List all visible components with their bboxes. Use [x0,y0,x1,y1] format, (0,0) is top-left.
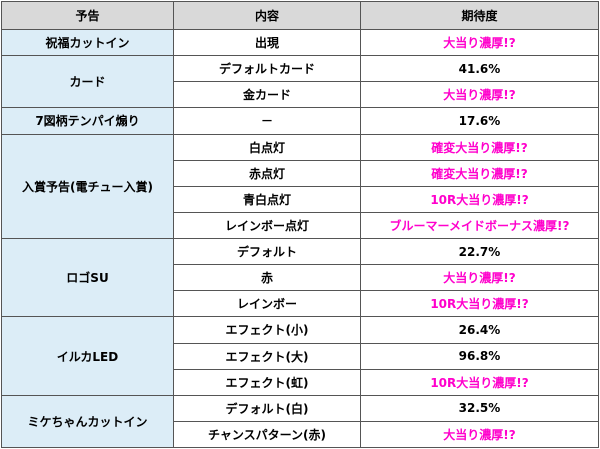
table-row: 赤大当り濃厚!? [2,264,599,292]
table-row: 入賞予告(電チュー入賞) 白点灯 確変大当り濃厚!? [1,133,599,239]
content-cell: 出現 [173,28,361,57]
table-row: 7図柄テンパイ煽り－ 17.6% [1,107,599,135]
table-row: チャンスパターン(赤) 大当り濃厚!? [2,420,599,449]
yokoku-label: ロゴSU [1,237,174,318]
table-row: 金カード 大当り濃厚!? [2,81,599,109]
expectation-cell: 96.8% [360,342,599,370]
content-cell: デフォルトカード [173,55,361,83]
content-cell: デフォルト [173,237,361,266]
content-cell: エフェクト(小) [173,316,361,344]
expectation-cell: 26.4% [360,316,599,344]
expectation-cell: 32.5% [360,394,599,422]
table-row: カード デフォルトカード 41.6% [1,55,599,109]
yokoku-label: カード [1,55,174,109]
header-yokoku: 予告 [1,1,174,30]
content-cell: エフェクト(大) [173,342,361,370]
content-cell: 赤点灯 [173,159,361,187]
yokoku-label: ミケちゃんカットイン [1,394,174,449]
expectation-cell: 17.6% [360,107,599,135]
content-cell: レインボー [173,290,361,318]
table-row: ロゴSU デフォルト 22.7% [1,237,599,318]
expectation-cell: 22.7% [360,237,599,266]
table-row: エフェクト(虹) 10R大当り濃厚!? [2,368,599,396]
expectation-cell: 大当り濃厚!? [360,81,599,109]
table-row: 青白点灯 10R大当り濃厚!? [2,185,599,213]
yokoku-label: 入賞予告(電チュー入賞) [1,133,174,239]
content-cell: デフォルト(白) [173,394,361,422]
table-row: イルカLED エフェクト(小) 26.4% [1,316,599,396]
table-row: レインボー点灯 ブルーマーメイドボーナス濃厚!? [2,211,599,240]
expectation-cell: 確変大当り濃厚!? [360,133,599,161]
content-cell: 青白点灯 [173,185,361,213]
content-cell: チャンスパターン(赤) [173,420,361,449]
expectation-cell: 大当り濃厚!? [360,264,599,292]
content-cell: 赤 [173,264,361,292]
table-row: ミケちゃんカットイン デフォルト(白) 32.5% [1,394,599,449]
content-cell: － [173,107,361,135]
expectation-cell: ブルーマーメイドボーナス濃厚!? [360,211,599,240]
table-row: 赤点灯 確変大当り濃厚!? [2,159,599,187]
expectation-cell: 大当り濃厚!? [360,420,599,449]
yokoku-label: 7図柄テンパイ煽り [1,107,174,135]
expectation-cell: 確変大当り濃厚!? [360,159,599,187]
content-cell: レインボー点灯 [173,211,361,240]
expectation-cell: 10R大当り濃厚!? [360,368,599,396]
header-row: 予告 内容 期待度 [1,1,599,30]
content-cell: 金カード [173,81,361,109]
content-cell: エフェクト(虹) [173,368,361,396]
content-cell: 白点灯 [173,133,361,161]
expectation-cell: 10R大当り濃厚!? [360,290,599,318]
expectation-cell: 大当り濃厚!? [360,28,599,57]
yokoku-label: 祝福カットイン [1,28,174,57]
table-row: レインボー 10R大当り濃厚!? [2,290,599,318]
table-row: エフェクト(大) 96.8% [2,342,599,370]
header-kitaido: 期待度 [360,1,599,30]
header-naiyou: 内容 [173,1,361,30]
table-row: 祝福カットイン 出現 大当り濃厚!? [1,28,599,57]
yokoku-label: イルカLED [1,316,174,396]
expectation-cell: 41.6% [360,55,599,83]
expectation-cell: 10R大当り濃厚!? [360,185,599,213]
table-body: 祝福カットイン 出現 大当り濃厚!? カード デフォルトカード 41.6% 金カード 大当り濃… [1,28,599,449]
